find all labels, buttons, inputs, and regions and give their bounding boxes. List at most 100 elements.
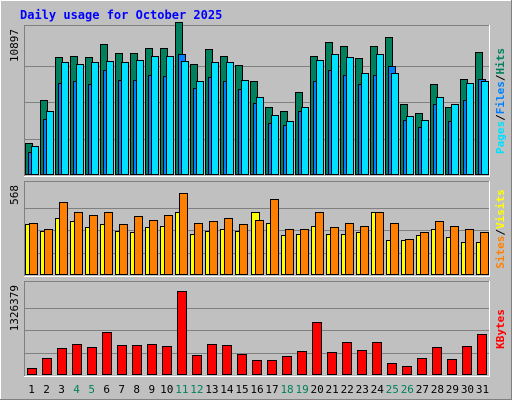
x-tick-label-day-30: 30 (461, 383, 474, 396)
x-tick-label-day-20: 20 (311, 383, 324, 396)
bar-pages-day-30 (466, 83, 474, 175)
bar-kbytes-day-24 (372, 342, 382, 375)
bar-kbytes-day-19 (297, 351, 307, 375)
panel-kbytes: 1326379 KBytes (8, 281, 507, 377)
x-tick-label-day-15: 15 (235, 383, 248, 396)
bar-pages-day-20 (316, 60, 324, 175)
x-tick-label-day-21: 21 (326, 383, 339, 396)
bar-sites-day-29 (450, 226, 459, 275)
bar-kbytes-day-5 (87, 347, 97, 375)
x-tick-label-day-31: 31 (476, 383, 489, 396)
x-tick-label-day-6: 6 (103, 383, 110, 396)
bar-pages-day-28 (436, 97, 444, 175)
x-tick-label-day-29: 29 (446, 383, 459, 396)
bar-sites-day-28 (435, 221, 444, 275)
legend-entry: Pages (494, 121, 507, 154)
bar-kbytes-day-31 (477, 334, 487, 375)
x-tick-label-day-25: 25 (386, 383, 399, 396)
bar-sites-day-30 (465, 229, 474, 275)
bar-sites-day-1 (29, 223, 38, 275)
bar-sites-day-25 (390, 223, 399, 275)
legend-entry: Hits (494, 48, 507, 75)
x-tick-label-day-23: 23 (356, 383, 369, 396)
bar-sites-day-8 (134, 216, 143, 275)
x-tick-label-day-9: 9 (148, 383, 155, 396)
bar-kbytes-day-17 (267, 360, 277, 375)
bar-sites-day-13 (209, 221, 218, 275)
bar-kbytes-day-7 (117, 345, 127, 375)
bar-kbytes-day-4 (72, 344, 82, 375)
bar-sites-day-14 (224, 218, 233, 275)
bar-pages-day-24 (376, 54, 384, 175)
bar-pages-day-18 (286, 121, 294, 175)
bar-sites-day-18 (285, 229, 294, 275)
legend-entry: / (494, 229, 507, 236)
x-axis-day-labels: 1 2 3 4 5 6 7 8 9 10 11 12 13 14 15 16 17 18 19 20 21 22 23 24 2… (28, 383, 489, 396)
bar-pages-day-2 (46, 111, 54, 175)
bar-sites-day-21 (330, 227, 339, 275)
bar-kbytes-day-3 (57, 348, 67, 375)
bar-kbytes-day-30 (462, 346, 472, 375)
bar-kbytes-day-9 (147, 344, 157, 375)
bar-kbytes-day-1 (27, 368, 37, 375)
x-tick-label-day-10: 10 (160, 383, 173, 396)
x-tick-label-day-27: 27 (416, 383, 429, 396)
x-tick-label-day-22: 22 (341, 383, 354, 396)
legend-entry: / (494, 114, 507, 121)
bar-kbytes-day-13 (207, 344, 217, 375)
bar-pages-day-31 (481, 81, 489, 175)
x-tick-label-day-14: 14 (220, 383, 234, 396)
bar-sites-day-23 (360, 226, 369, 275)
bar-kbytes-day-15 (237, 354, 247, 375)
bar-kbytes-day-18 (282, 356, 292, 375)
bar-sites-day-31 (480, 232, 489, 275)
x-tick-label-day-11: 11 (175, 383, 188, 396)
bar-pages-day-3 (61, 62, 69, 175)
bar-kbytes-day-28 (432, 347, 442, 375)
x-tick-label-day-19: 19 (295, 383, 308, 396)
bar-sites-day-27 (420, 232, 429, 275)
bar-pages-day-14 (226, 62, 234, 175)
bar-kbytes-day-22 (342, 342, 352, 375)
bar-kbytes-day-27 (417, 358, 427, 375)
bar-sites-day-22 (345, 223, 354, 275)
bar-kbytes-day-29 (447, 359, 457, 375)
bar-sites-day-7 (119, 224, 128, 275)
bar-sites-day-6 (104, 212, 113, 275)
bar-pages-day-15 (241, 80, 249, 175)
bar-kbytes-day-14 (222, 345, 232, 375)
bar-sites-day-16 (255, 220, 264, 275)
panel-visits_sites: 568 Sites/Visits (8, 181, 507, 277)
axis-max-label: 10897 (8, 29, 21, 62)
x-tick-label-day-24: 24 (371, 383, 385, 396)
bar-pages-day-7 (121, 62, 129, 175)
bar-pages-day-22 (346, 57, 354, 175)
bar-pages-day-26 (406, 116, 414, 175)
legend-entry: / (494, 74, 507, 81)
bar-kbytes-day-10 (162, 346, 172, 375)
chart-title: Daily usage for October 2025 (20, 8, 222, 22)
x-tick-label-day-13: 13 (205, 383, 218, 396)
bar-pages-day-8 (136, 60, 144, 175)
x-tick-label-day-2: 2 (43, 383, 50, 396)
bar-pages-day-5 (91, 62, 99, 175)
bar-kbytes-day-11 (177, 291, 187, 375)
bar-sites-day-26 (405, 239, 414, 275)
x-tick-label-day-12: 12 (190, 383, 203, 396)
bar-sites-day-19 (300, 229, 309, 275)
x-tick-label-day-1: 1 (28, 383, 35, 396)
x-tick-label-day-3: 3 (58, 383, 65, 396)
bar-sites-day-20 (315, 212, 324, 275)
bar-pages-day-11 (181, 61, 189, 175)
bar-pages-day-12 (196, 81, 204, 175)
axis-max-label: 568 (8, 185, 21, 205)
axis-max-label: 1326379 (8, 285, 21, 331)
bar-pages-day-1 (31, 146, 39, 175)
bar-pages-day-29 (451, 104, 459, 175)
bar-kbytes-day-12 (192, 355, 202, 375)
bar-pages-day-27 (421, 120, 429, 175)
bar-kbytes-day-21 (327, 352, 337, 375)
legend-entry: Files (494, 81, 507, 114)
legend-entry: KBytes (494, 309, 507, 349)
